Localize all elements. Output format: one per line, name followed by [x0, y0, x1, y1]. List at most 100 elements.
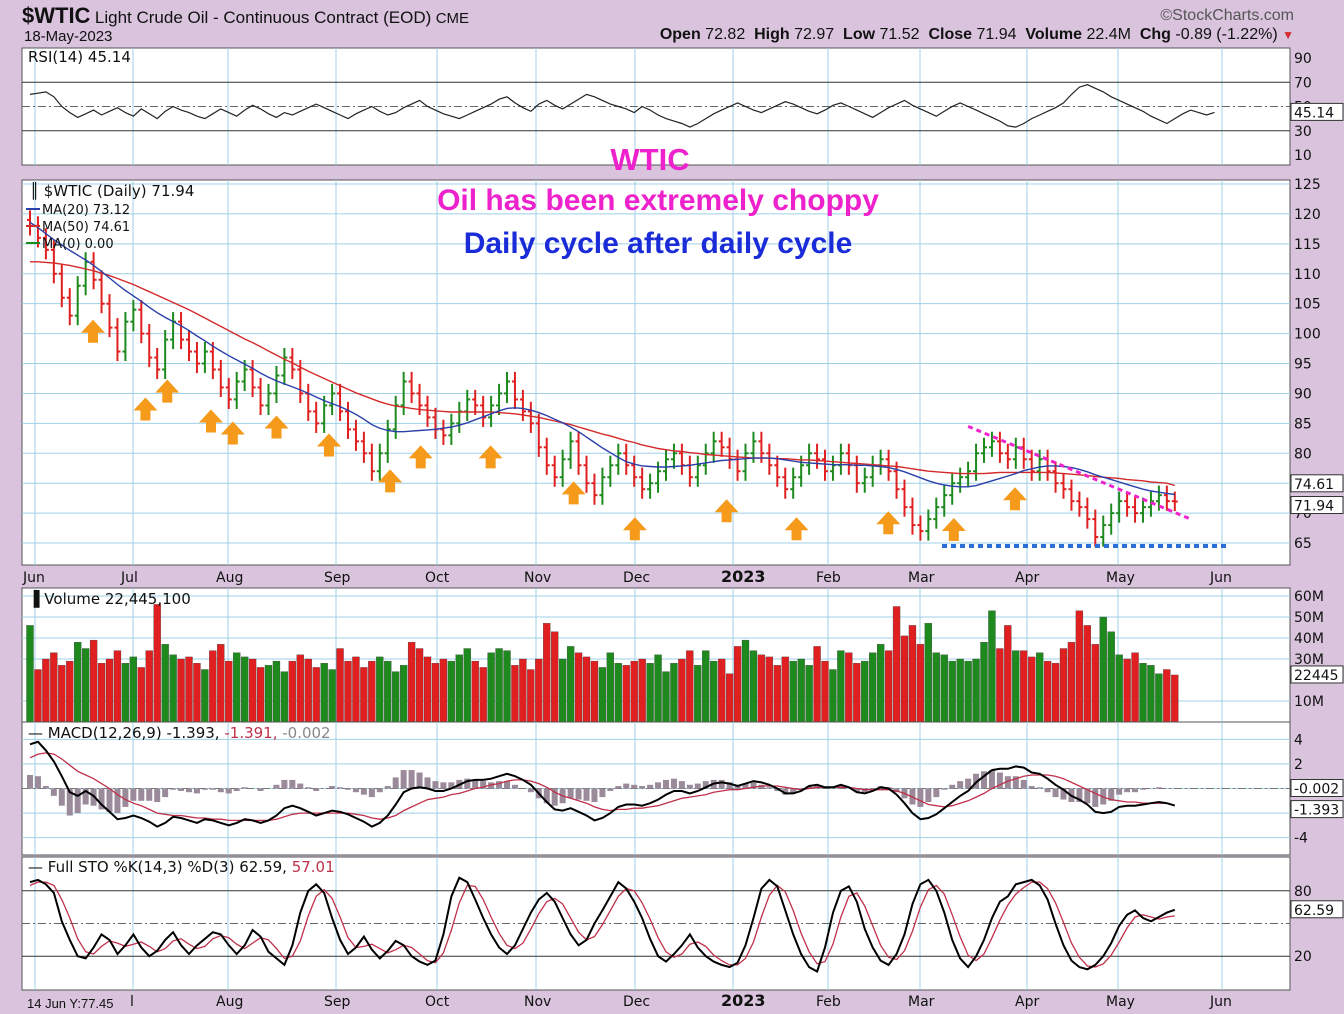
macd-histogram-bar — [1036, 787, 1043, 789]
macd-histogram-bar — [313, 788, 320, 791]
bottom-month-label: l — [130, 994, 134, 1010]
volume-bar — [773, 665, 781, 723]
month-label: Apr — [1015, 570, 1039, 586]
macd-histogram-bar — [575, 788, 582, 800]
macd-histogram-bar — [376, 788, 383, 793]
macd-histogram-bar — [27, 774, 33, 789]
volume-bar — [845, 652, 853, 723]
price-tick-label: 65 — [1294, 536, 1312, 552]
macd-histogram-bar — [281, 779, 288, 789]
swing-low-arrow-icon — [784, 517, 809, 541]
volume-bar — [757, 654, 766, 723]
macd-histogram-bar — [615, 786, 622, 789]
macd-histogram-bar — [774, 788, 781, 791]
macd-histogram-bar — [726, 782, 733, 789]
macd-histogram-bar — [289, 779, 296, 789]
stochastic-k-line — [29, 876, 1176, 973]
volume-bar — [1139, 663, 1147, 723]
volume-bar — [201, 669, 209, 723]
ma50-last-value: 74.61 — [1294, 477, 1334, 493]
macd-histogram-bar — [58, 788, 65, 806]
volume-bar — [741, 639, 750, 723]
macd-histogram-bar — [416, 772, 423, 789]
volume-bar — [980, 642, 988, 723]
volume-bar — [392, 671, 400, 723]
macd-histogram-bar — [853, 788, 860, 793]
volume-bar — [900, 635, 909, 723]
volume-bar — [956, 658, 964, 723]
swing-low-arrow-icon — [622, 517, 647, 541]
volume-bar — [1036, 652, 1044, 723]
volume-bar — [471, 660, 479, 723]
volume-last-value: 22445 — [1294, 668, 1339, 684]
macd-histogram-bar — [941, 788, 948, 790]
volume-bar — [312, 667, 320, 723]
macd-histogram-bar — [193, 788, 200, 794]
close-last-value: 71.94 — [1294, 499, 1334, 515]
macd-histogram-bar — [639, 786, 646, 789]
macd-histogram-bar — [368, 788, 375, 798]
volume-value: 22.4M — [1086, 26, 1131, 43]
macd-histogram-bar — [996, 772, 1003, 789]
volume-bar — [1012, 650, 1020, 723]
macd-histogram-bar — [981, 771, 987, 789]
volume-bar — [574, 652, 583, 723]
volume-bar — [908, 625, 917, 723]
low-label: Low — [843, 26, 876, 43]
volume-bar — [1171, 674, 1179, 723]
bottom-month-label: Oct — [425, 994, 450, 1010]
volume-bar — [988, 610, 996, 723]
price-tick-label: 85 — [1294, 416, 1312, 432]
volume-bar — [328, 669, 336, 723]
macd-tick-label: 2 — [1294, 757, 1303, 773]
rsi-tick-label: 10 — [1294, 148, 1312, 164]
volume-bar — [972, 658, 980, 723]
month-label: Nov — [524, 570, 551, 586]
volume-bar — [368, 660, 376, 723]
volume-bar — [233, 652, 241, 723]
volume-tick-label: 30M — [1294, 652, 1324, 668]
volume-bar — [376, 656, 384, 723]
swing-low-arrow-icon — [408, 445, 433, 469]
price-tick-label: 120 — [1294, 207, 1321, 223]
symbol: $WTIC — [22, 3, 91, 28]
volume-bar — [169, 654, 177, 723]
price-tick-label: 80 — [1294, 446, 1312, 462]
volume-bar — [439, 658, 448, 723]
volume-bar — [280, 671, 289, 723]
high-value: 72.97 — [794, 26, 835, 43]
macd-histogram-bar — [718, 779, 725, 789]
macd-histogram-bar — [209, 788, 216, 790]
macd-histogram-bar — [82, 788, 89, 805]
macd-histogram-bar — [472, 779, 479, 789]
volume-bar — [447, 660, 456, 723]
macd-histogram-bar — [686, 784, 693, 789]
volume-bar — [916, 644, 925, 723]
ma50-line — [30, 261, 1175, 487]
volume-bar — [487, 652, 495, 723]
macd-histogram-bar — [694, 783, 701, 789]
macd-histogram-bar — [782, 788, 789, 795]
volume-bar — [614, 663, 622, 723]
macd-histogram-bar — [1140, 788, 1146, 790]
macd-histogram-bar — [225, 788, 232, 794]
volume-bar — [50, 652, 58, 723]
open-value: 72.82 — [705, 26, 746, 43]
macd-histogram-bar — [98, 788, 105, 810]
macd-histogram-bar — [1020, 779, 1027, 789]
swing-low-arrow-icon — [714, 499, 739, 523]
volume-bar — [66, 660, 74, 723]
macd-histogram-bar — [50, 788, 57, 796]
stochastic-tick-label: 80 — [1294, 884, 1312, 900]
macd-tick-label: 4 — [1294, 732, 1303, 748]
volume-bar — [1099, 616, 1107, 723]
volume-bar — [892, 606, 901, 723]
volume-bar — [495, 648, 503, 723]
volume-bar — [304, 658, 312, 723]
volume-bar — [670, 663, 678, 723]
volume-bar — [97, 663, 106, 723]
macd-histogram-bar — [1052, 788, 1059, 798]
annotation-line-2: Daily cycle after daily cycle — [463, 227, 853, 260]
volume-bar — [519, 658, 527, 723]
